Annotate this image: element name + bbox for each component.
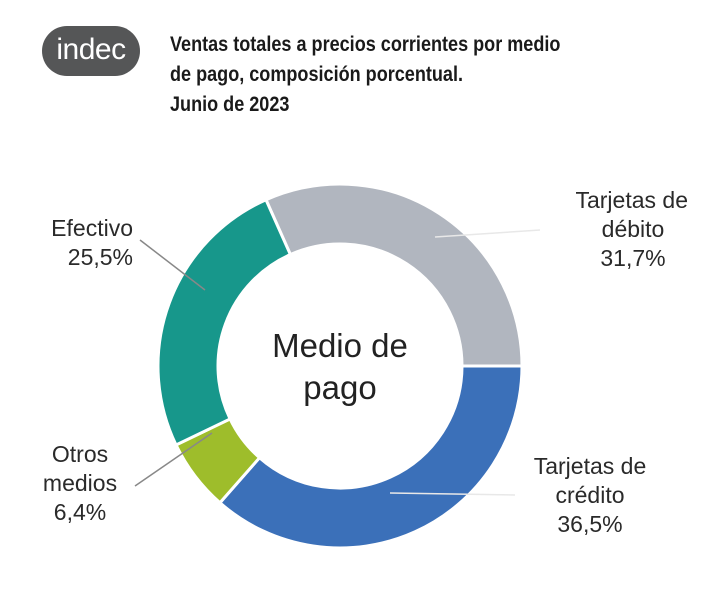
label-debito: Tarjetas de débito 31,7% (548, 186, 688, 273)
data-label: 36,5% (557, 511, 623, 537)
data-label: 25,5% (67, 244, 133, 270)
data-label: 31,7% (600, 245, 666, 271)
label-credito: Tarjetas de crédito 36,5% (515, 452, 665, 539)
data-label: 6,4% (53, 499, 107, 525)
label-line: débito (601, 216, 665, 242)
leader-line (389, 492, 516, 496)
label-line: Otros (51, 441, 109, 467)
chart-title: Ventas totales a precios corrientes por … (170, 30, 617, 120)
label-line: crédito (555, 482, 625, 508)
indec-logo: indec (42, 26, 140, 76)
leader-line (134, 432, 213, 487)
label-otros: Otros medios 6,4% (30, 440, 130, 527)
center-label: Medio de pago (240, 325, 440, 409)
title-line: Ventas totales a precios corrientes por … (170, 33, 561, 56)
slice-tarjetas-de-cr-dito (217, 364, 524, 550)
label-line: Efectivo (51, 215, 133, 241)
slice-efectivo (156, 197, 293, 447)
center-line: pago (303, 369, 377, 406)
slice-tarjetas-de-d-bito (263, 182, 524, 368)
title-line: Junio de 2023 (170, 93, 290, 116)
label-line: medios (42, 470, 118, 496)
leader-line (434, 229, 541, 238)
leader-line (139, 239, 206, 291)
title-line: de pago, composición porcentual. (170, 63, 464, 86)
label-line: Tarjetas de (533, 453, 647, 479)
label-efectivo: Efectivo 25,5% (25, 214, 133, 272)
label-line: Tarjetas de (575, 187, 688, 213)
center-line: Medio de (272, 327, 408, 364)
